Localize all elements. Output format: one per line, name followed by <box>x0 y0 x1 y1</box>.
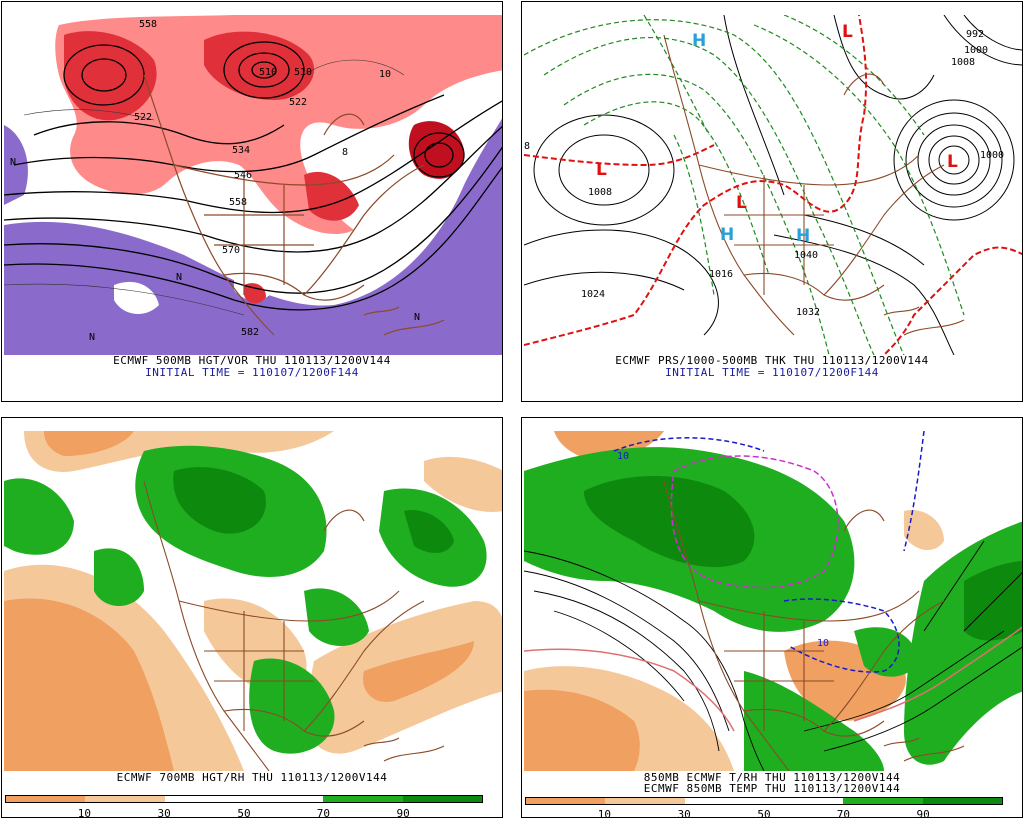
contour-label: 522 <box>289 97 307 108</box>
map-850mb-temp-rh: 10 10 <box>524 431 1022 771</box>
contour-label: 510 <box>294 67 312 78</box>
map-pressure-thickness: 992 1000 1008 1008 1016 1024 1032 1040 1… <box>524 15 1022 355</box>
rh-colorbar <box>525 797 1003 805</box>
contour-label: 522 <box>134 112 152 123</box>
contour-label: 558 <box>229 197 247 208</box>
isobar-label: 992 <box>966 29 984 40</box>
contour-label: 10 <box>379 69 391 80</box>
high-pressure-marker: H <box>692 31 706 51</box>
colorbar-tick: 90 <box>396 807 410 818</box>
panel-700mb-rh: ECMWF 700MB HGT/RH THU 110113/1200V144 1… <box>1 417 503 818</box>
cold-isotherm <box>613 437 765 452</box>
moist-area-south <box>744 671 884 771</box>
isobar-label: 1032 <box>796 307 820 318</box>
panel-caption: ECMWF 700MB HGT/RH THU 110113/1200V144 <box>116 771 388 784</box>
map-500mb-vorticity: 558 522 510 534 546 558 570 582 510 522 … <box>4 15 502 355</box>
colorbar-ticks: 10 30 50 70 90 <box>5 807 483 818</box>
contour-label: 8 <box>342 147 348 158</box>
rh-colorbar <box>5 795 483 803</box>
colorbar-tick: 10 <box>597 808 611 818</box>
isobar-label: 1008 <box>588 187 612 198</box>
map-mark: N <box>89 332 95 343</box>
low-pressure-marker: L <box>947 152 958 172</box>
colorbar-ticks: 10 30 50 70 90 <box>525 808 1003 818</box>
colorbar-tick: 50 <box>757 808 771 818</box>
panel-850mb-temp-rh: 10 10 850MB ECMWF T/RH THU 110113/1200V1… <box>521 417 1023 818</box>
colorbar-tick: 90 <box>916 808 930 818</box>
isobar-label: 1008 <box>951 57 975 68</box>
low-pressure-marker: L <box>842 22 853 42</box>
isobar-label: 1016 <box>709 269 733 280</box>
high-pressure-marker: H <box>796 226 810 246</box>
contour-label: 510 <box>259 67 277 78</box>
colorbar-tick: 10 <box>77 807 91 818</box>
panel-caption: ECMWF 500MB HGT/VOR THU 110113/1200V144 <box>113 354 391 367</box>
contour-label: 570 <box>222 245 240 256</box>
low-pressure-marker: L <box>736 193 747 213</box>
isobar-label: 1000 <box>980 150 1004 161</box>
isobar-label: 8 <box>524 141 530 152</box>
colorbar-tick: 30 <box>677 808 691 818</box>
colorbar-tick: 30 <box>157 807 171 818</box>
panel-500mb-vorticity: 558 522 510 534 546 558 570 582 510 522 … <box>1 1 503 402</box>
isotherm-label: 10 <box>817 638 829 649</box>
isobar-label: 1000 <box>964 45 988 56</box>
isobar-label: 1040 <box>794 250 818 261</box>
pos-vort-core-alaska <box>204 31 315 100</box>
high-pressure-marker: H <box>720 225 734 245</box>
dry-area-north <box>554 431 664 461</box>
colorbar-tick: 70 <box>316 807 330 818</box>
initial-time-label: INITIAL TIME = 110107/1200F144 <box>145 366 359 379</box>
map-mark: N <box>414 312 420 323</box>
colorbar-tick: 70 <box>836 808 850 818</box>
warm-isotherm <box>524 648 735 732</box>
pos-vort-area-north <box>55 15 502 234</box>
initial-time-label: INITIAL TIME = 110107/1200F144 <box>665 366 879 379</box>
contour-label: 558 <box>139 19 157 30</box>
contour-label: 546 <box>234 170 252 181</box>
moist-area-south <box>249 658 335 754</box>
pos-vort-core-west <box>64 31 157 121</box>
map-mark: N <box>10 157 16 168</box>
map-700mb-rh <box>4 431 502 771</box>
freezing-isotherm <box>670 455 839 589</box>
panel-caption-secondary: ECMWF 850MB TEMP THU 110113/1200V144 <box>643 782 901 795</box>
low-pressure-marker: L <box>596 160 607 180</box>
colorbar-tick: 50 <box>237 807 251 818</box>
panel-caption: ECMWF PRS/1000-500MB THK THU 110113/1200… <box>615 354 929 367</box>
isobar-label: 1024 <box>581 289 605 300</box>
map-mark: N <box>176 272 182 283</box>
contour-label: 582 <box>241 327 259 338</box>
isotherm-label: 10 <box>617 451 629 462</box>
contour-label: 534 <box>232 145 250 156</box>
panel-pressure-thickness: 992 1000 1008 1008 1016 1024 1032 1040 1… <box>521 1 1023 402</box>
panel-caption: 850MB ECMWF T/RH THU 110113/1200V144 <box>643 771 901 784</box>
